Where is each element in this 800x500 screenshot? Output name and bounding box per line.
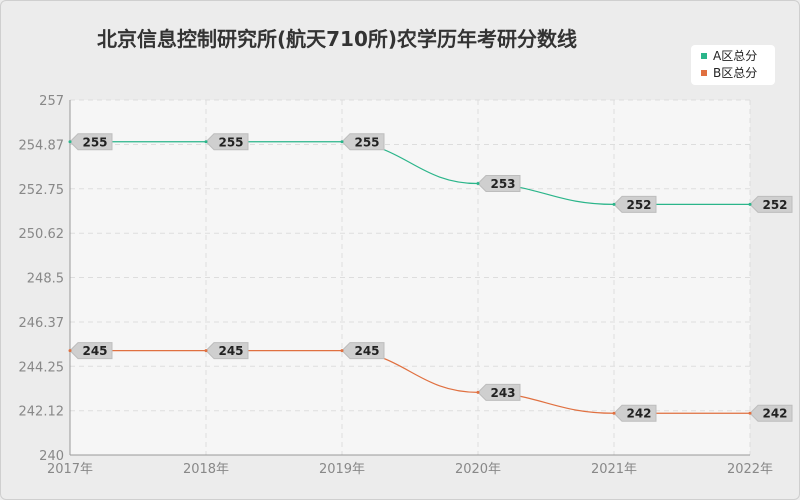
data-point — [476, 182, 480, 186]
data-point — [340, 140, 344, 144]
data-label-bg — [205, 133, 249, 151]
data-label-bg — [613, 195, 657, 213]
data-label-bg — [477, 175, 521, 193]
y-tick-label: 248.5 — [27, 272, 64, 287]
data-label: 245 — [218, 344, 243, 358]
data-label-bg — [749, 195, 793, 213]
data-label-bg — [69, 133, 113, 151]
data-label: 242 — [762, 407, 787, 421]
legend-swatch-a — [701, 52, 707, 59]
data-label-bg — [613, 404, 657, 422]
data-label: 245 — [354, 344, 379, 358]
legend-swatch-b — [701, 69, 707, 76]
data-point — [340, 349, 344, 353]
x-tick-label: 2018年 — [183, 462, 229, 477]
data-point — [748, 411, 752, 415]
data-label-bg — [341, 342, 385, 360]
y-tick-label: 242.12 — [19, 405, 65, 420]
data-label: 255 — [82, 135, 107, 149]
y-tick-label: 246.37 — [19, 316, 65, 331]
y-tick-label: 252.75 — [19, 183, 65, 198]
data-label: 253 — [490, 177, 515, 191]
data-label: 252 — [626, 198, 651, 212]
data-point — [476, 390, 480, 394]
chart-title: 北京信息控制研究所(航天710所)农学历年考研分数线 — [97, 27, 578, 51]
data-point — [204, 140, 208, 144]
legend-label-b: B区总分 — [713, 66, 758, 80]
data-point — [68, 140, 72, 144]
data-label: 252 — [762, 198, 787, 212]
data-point — [612, 202, 616, 206]
data-label: 255 — [218, 135, 243, 149]
data-label-bg — [477, 383, 521, 401]
data-label: 242 — [626, 407, 651, 421]
y-tick-label: 257 — [39, 94, 64, 109]
legend: A区总分 B区总分 — [691, 45, 775, 85]
y-tick-label: 254.87 — [19, 138, 65, 153]
plot-background — [70, 100, 750, 455]
data-label: 243 — [490, 386, 515, 400]
x-tick-label: 2017年 — [47, 462, 93, 477]
data-label: 255 — [354, 135, 379, 149]
legend-item-b[interactable]: B区总分 — [701, 65, 757, 81]
data-point — [748, 202, 752, 206]
data-label-bg — [341, 133, 385, 151]
x-tick-label: 2021年 — [591, 462, 637, 477]
legend-item-a[interactable]: A区总分 — [701, 48, 757, 64]
data-point — [612, 411, 616, 415]
y-tick-label: 244.25 — [19, 360, 65, 375]
y-tick-label: 240 — [39, 449, 64, 464]
x-tick-label: 2022年 — [727, 462, 773, 477]
legend-label-a: A区总分 — [713, 49, 758, 63]
data-label-bg — [69, 342, 113, 360]
data-point — [68, 349, 72, 353]
data-label-bg — [205, 342, 249, 360]
y-tick-label: 250.62 — [19, 227, 65, 242]
data-label: 245 — [82, 344, 107, 358]
x-tick-label: 2020年 — [455, 462, 501, 477]
data-label-bg — [749, 404, 793, 422]
data-point — [204, 349, 208, 353]
x-tick-label: 2019年 — [319, 462, 365, 477]
